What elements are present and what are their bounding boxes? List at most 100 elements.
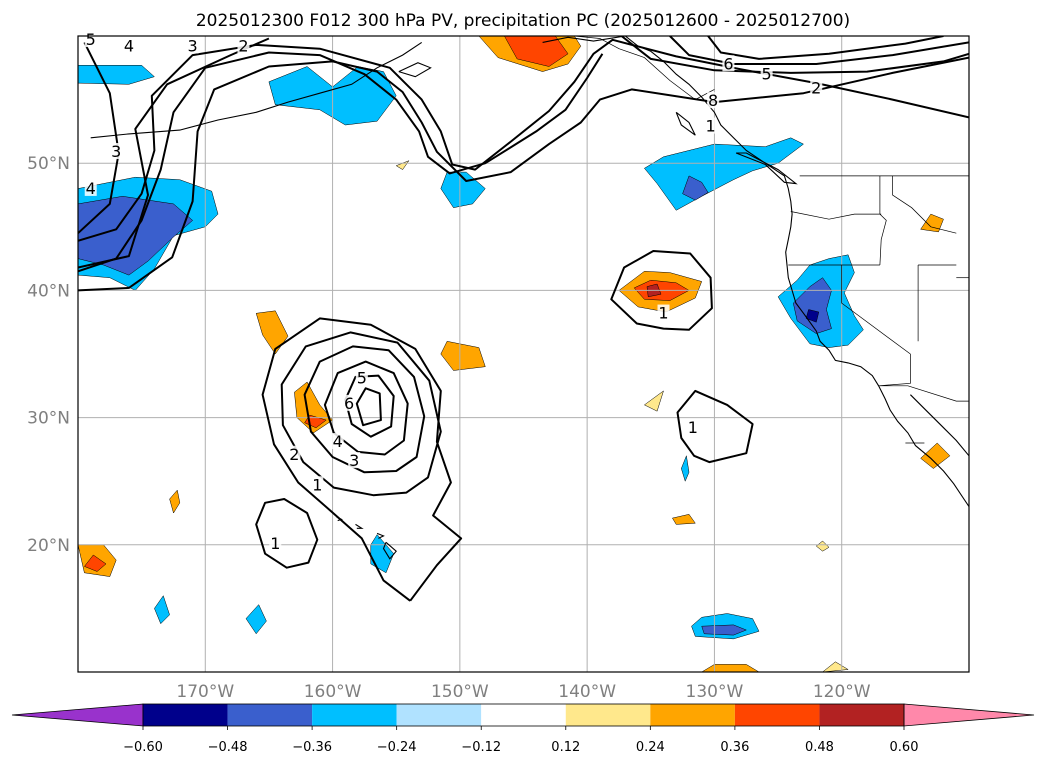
pv-label-bg-1 bbox=[122, 37, 135, 54]
pv-contour-5-4 bbox=[344, 374, 395, 438]
plot-frame bbox=[77, 35, 970, 673]
pv-contour-3-13 bbox=[78, 37, 270, 269]
pv-contour-3-2 bbox=[303, 345, 426, 474]
precip-shade-30 bbox=[672, 514, 696, 525]
pv-label-1: 4 bbox=[124, 36, 134, 55]
colorbar-tick-label-0: −0.60 bbox=[123, 740, 163, 755]
pv-contour-8-16 bbox=[707, 36, 944, 60]
pv-contour-1-8 bbox=[676, 389, 754, 464]
precip-shade-7 bbox=[793, 277, 832, 334]
pv-label-15: 4 bbox=[333, 432, 343, 451]
pv-label-bg-4 bbox=[110, 143, 123, 160]
colorbar-tick-label-7: 0.36 bbox=[720, 740, 749, 755]
colorbar-segment-8 bbox=[734, 704, 820, 726]
colorbar-outline bbox=[142, 703, 905, 727]
pv-contour-4-3 bbox=[323, 360, 409, 456]
colorbar-segment-4 bbox=[396, 704, 482, 726]
precip-shade-26 bbox=[83, 554, 107, 572]
pv-contour-6-5 bbox=[355, 387, 382, 427]
colorbar-tick-label-8: 0.48 bbox=[805, 740, 834, 755]
border-washington-oregon bbox=[790, 211, 882, 220]
pv-label-bg-11 bbox=[657, 304, 670, 321]
colorbar-segment-2 bbox=[227, 704, 313, 726]
pv-contour-4-11 bbox=[78, 51, 604, 273]
coastline-maui bbox=[376, 532, 385, 539]
y-tick-label-0: 50°N bbox=[27, 154, 70, 174]
pv-label-16: 3 bbox=[349, 451, 359, 470]
colorbar-tick-label-2: −0.36 bbox=[292, 740, 332, 755]
coastline-alaska-south-coast bbox=[542, 36, 626, 43]
y-tick-label-2: 30°N bbox=[27, 409, 70, 429]
pv-contour-1-7 bbox=[610, 250, 713, 331]
precip-shade-11 bbox=[701, 624, 747, 636]
colorbar-tick-label-3: −0.24 bbox=[377, 740, 417, 755]
pv-label-bg-8 bbox=[810, 79, 823, 96]
colorbar-segment-3 bbox=[312, 704, 397, 726]
pv-label-5: 4 bbox=[86, 179, 96, 198]
pv-contour-1-6 bbox=[255, 498, 319, 569]
pv-label-bg-10 bbox=[704, 117, 717, 134]
plot-background bbox=[78, 36, 969, 672]
pv-label-8: 2 bbox=[811, 78, 821, 97]
x-tick-label-4: 130°W bbox=[686, 682, 744, 702]
pv-label-4: 3 bbox=[111, 142, 121, 161]
pv-label-14: 6 bbox=[344, 394, 354, 413]
pv-label-18: 1 bbox=[312, 475, 322, 494]
precip-shade-13 bbox=[245, 604, 267, 635]
precip-shade-15 bbox=[681, 454, 690, 482]
colorbar-tick-label-5: 0.12 bbox=[551, 740, 580, 755]
precip-shade-32 bbox=[643, 390, 664, 412]
x-tick-label-1: 160°W bbox=[304, 682, 362, 702]
pv-label-13: 5 bbox=[357, 368, 367, 387]
pv-label-7: 5 bbox=[762, 64, 772, 83]
precip-shade-28 bbox=[920, 442, 951, 469]
pv-label-6: 6 bbox=[723, 54, 733, 73]
pv-label-19: 1 bbox=[270, 534, 280, 553]
pv-label-bg-15 bbox=[331, 433, 344, 450]
pv-label-bg-16 bbox=[348, 452, 361, 469]
colorbar-tick-label-1: −0.48 bbox=[208, 740, 248, 755]
colorbar-segment-6 bbox=[565, 704, 651, 726]
x-tick-label-2: 150°W bbox=[431, 682, 489, 702]
pv-contour-3-10 bbox=[78, 56, 969, 292]
precip-shade-27 bbox=[920, 213, 944, 233]
precip-shade-21 bbox=[255, 310, 289, 355]
colorbar-tick-label-4: −0.12 bbox=[461, 740, 501, 755]
coastline-haida-gwaii bbox=[675, 111, 696, 136]
border-us-mexico bbox=[878, 385, 969, 402]
axis-ticks-layer: 170°W 160°W 150°W 140°W 130°W 120°W 50°N 40°N 30… bbox=[27, 154, 871, 702]
colorbar: −0.60 −0.48 −0.36 −0.24 −0.12 0.12 0.24 0.36 0.4… bbox=[11, 703, 1035, 755]
pv-label-17: 2 bbox=[289, 445, 299, 464]
pv-label-bg-3 bbox=[237, 37, 250, 54]
colorbar-tick-label-9: 0.60 bbox=[890, 740, 919, 755]
pv-contour-1-0 bbox=[261, 317, 463, 602]
pv-label-11: 1 bbox=[658, 304, 668, 323]
x-tick-label-5: 120°W bbox=[813, 682, 871, 702]
pv-label-bg-2 bbox=[186, 37, 199, 54]
coastline-vancouver-island bbox=[735, 152, 798, 185]
precip-shade-17 bbox=[504, 36, 569, 67]
colorbar-tick-label-6: 0.24 bbox=[636, 740, 665, 755]
pv-label-bg-0 bbox=[84, 31, 97, 48]
pv-contour-2-1 bbox=[280, 331, 442, 497]
pv-label-bg-19 bbox=[269, 534, 282, 551]
border-california-nevada bbox=[841, 265, 911, 355]
coastline-gulf-of-california-east bbox=[910, 394, 969, 457]
precip-shade-5 bbox=[682, 175, 709, 201]
x-tick-label-3: 140°W bbox=[558, 682, 616, 702]
precip-shade-3 bbox=[78, 65, 155, 85]
precip-shade-8 bbox=[805, 309, 820, 323]
pv-label-2: 3 bbox=[187, 36, 197, 55]
pv-label-3: 2 bbox=[238, 36, 248, 55]
pv-label-bg-9 bbox=[707, 92, 720, 109]
coastline-kodiak-island bbox=[398, 62, 432, 78]
pv-label-10: 1 bbox=[706, 117, 716, 136]
colorbar-extend-max bbox=[903, 703, 1035, 727]
precip-shade-14 bbox=[154, 595, 170, 625]
coastline-hawaiian-islands bbox=[382, 541, 397, 560]
colorbar-segment-1 bbox=[143, 704, 228, 726]
border-idaho-west bbox=[879, 175, 887, 266]
precip-shade-31 bbox=[701, 664, 760, 672]
